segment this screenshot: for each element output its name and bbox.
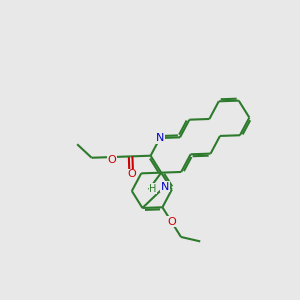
Text: N: N (160, 182, 169, 192)
Text: O: O (127, 169, 136, 179)
Text: H: H (149, 184, 156, 194)
Text: N: N (156, 133, 164, 143)
Text: O: O (107, 155, 116, 165)
Text: O: O (167, 217, 176, 227)
